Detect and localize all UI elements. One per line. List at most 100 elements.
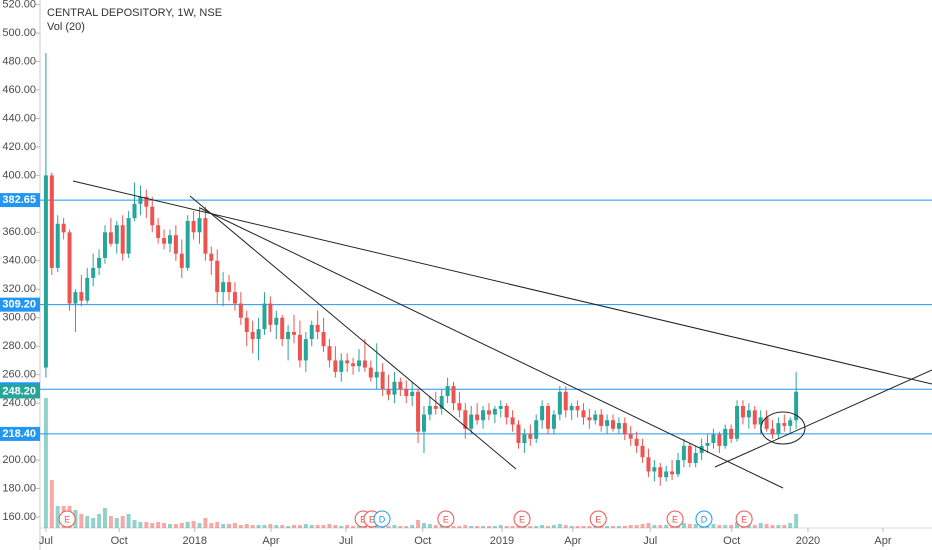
candle-body xyxy=(427,406,432,415)
candle-body xyxy=(392,381,397,395)
candle-body xyxy=(681,445,686,461)
highlight-ellipse xyxy=(760,411,806,445)
y-tick-label: 440.00 xyxy=(2,112,36,124)
candle-body xyxy=(540,406,545,421)
volume-bar xyxy=(167,524,172,528)
candle-body xyxy=(723,428,728,446)
candle-body xyxy=(469,414,474,429)
volume-bar xyxy=(262,525,267,528)
candle-body xyxy=(794,391,799,421)
y-tick-label: 520.00 xyxy=(2,0,36,10)
candle-body xyxy=(55,223,60,268)
candle-body xyxy=(97,257,102,268)
candle-body xyxy=(333,360,338,372)
candle-body xyxy=(646,457,651,472)
volume-bar xyxy=(640,524,645,528)
volume-bar xyxy=(410,525,415,528)
volume-bar xyxy=(770,525,775,528)
volume-bar xyxy=(303,524,308,528)
candle-body xyxy=(268,303,273,325)
trend-line xyxy=(199,207,784,489)
candle-body xyxy=(126,218,131,254)
candle-body xyxy=(227,282,232,293)
volume-bar xyxy=(794,514,799,528)
indicator-label: Vol (20) xyxy=(47,21,85,33)
y-tick-label: 460.00 xyxy=(2,84,36,96)
x-tick-label: Apr xyxy=(874,535,891,547)
y-tick-label: 260.00 xyxy=(2,369,36,381)
event-label: D xyxy=(701,514,708,524)
candle-body xyxy=(752,410,757,425)
candle-body xyxy=(398,381,403,389)
volume-bar xyxy=(55,506,60,528)
event-marker xyxy=(513,510,531,528)
candle-body xyxy=(85,277,90,301)
event-label: E xyxy=(741,514,747,524)
x-tick-label: Apr xyxy=(262,535,279,547)
candle-body xyxy=(486,410,491,415)
volume-bar xyxy=(333,525,338,528)
candle-body xyxy=(776,423,781,435)
candle-body xyxy=(380,371,385,389)
candle-body xyxy=(634,438,639,446)
y-tick-label: 340.00 xyxy=(2,255,36,267)
event-marker xyxy=(695,510,713,528)
candle-body xyxy=(581,410,586,418)
candle-body xyxy=(404,388,409,397)
volume-bar xyxy=(416,520,421,528)
candle-body xyxy=(209,253,214,261)
x-tick-label: 2020 xyxy=(796,535,820,547)
volume-bar xyxy=(498,525,503,528)
volume-bar xyxy=(711,524,716,528)
level-layer xyxy=(40,199,932,435)
candle-body xyxy=(622,423,627,435)
volume-bar xyxy=(108,516,113,528)
candle-body xyxy=(605,420,610,426)
y-tick-label: 160.00 xyxy=(2,511,36,523)
candle-body xyxy=(640,445,645,458)
candle-body xyxy=(345,360,350,364)
candle-body xyxy=(191,220,196,233)
candle-body xyxy=(286,331,291,340)
volume-bar xyxy=(723,525,728,528)
volume-bar xyxy=(138,522,143,528)
volume-bar xyxy=(162,523,167,528)
candle-body xyxy=(386,388,391,395)
candle-body xyxy=(67,232,72,304)
volume-bar xyxy=(652,525,657,528)
volume-bar xyxy=(150,523,155,528)
volume-bar xyxy=(309,525,314,528)
volume-bar xyxy=(327,524,332,528)
volume-bar xyxy=(463,525,468,528)
event-label: E xyxy=(595,514,601,524)
candle-body xyxy=(185,220,190,268)
volume-bar xyxy=(593,526,598,528)
volume-bar xyxy=(451,526,456,528)
candle-body xyxy=(156,225,161,239)
candle-body xyxy=(746,410,751,418)
x-tick-label: Jul xyxy=(39,535,53,547)
candle-body xyxy=(593,414,598,421)
volume-bar xyxy=(469,526,474,528)
volume-bar xyxy=(788,523,793,528)
volume-bar xyxy=(398,526,403,528)
trend-line xyxy=(714,369,932,468)
candle-body xyxy=(522,434,527,444)
volume-bar xyxy=(670,526,675,528)
candle-body xyxy=(61,223,66,233)
volume-bar xyxy=(540,525,545,528)
volume-bar xyxy=(97,514,102,528)
volume-bar xyxy=(622,526,627,528)
volume-bar xyxy=(421,523,426,528)
candle-body xyxy=(528,434,533,439)
y-tick-label: 280.00 xyxy=(2,340,36,352)
volume-bar xyxy=(274,525,279,528)
event-label: E xyxy=(360,514,366,524)
candle-body xyxy=(652,467,657,472)
volume-bar xyxy=(43,398,48,528)
volume-bar xyxy=(120,516,125,528)
volume-bar xyxy=(557,524,562,528)
candle-body xyxy=(197,218,202,233)
candle-body xyxy=(221,282,226,293)
volume-bar xyxy=(321,525,326,528)
